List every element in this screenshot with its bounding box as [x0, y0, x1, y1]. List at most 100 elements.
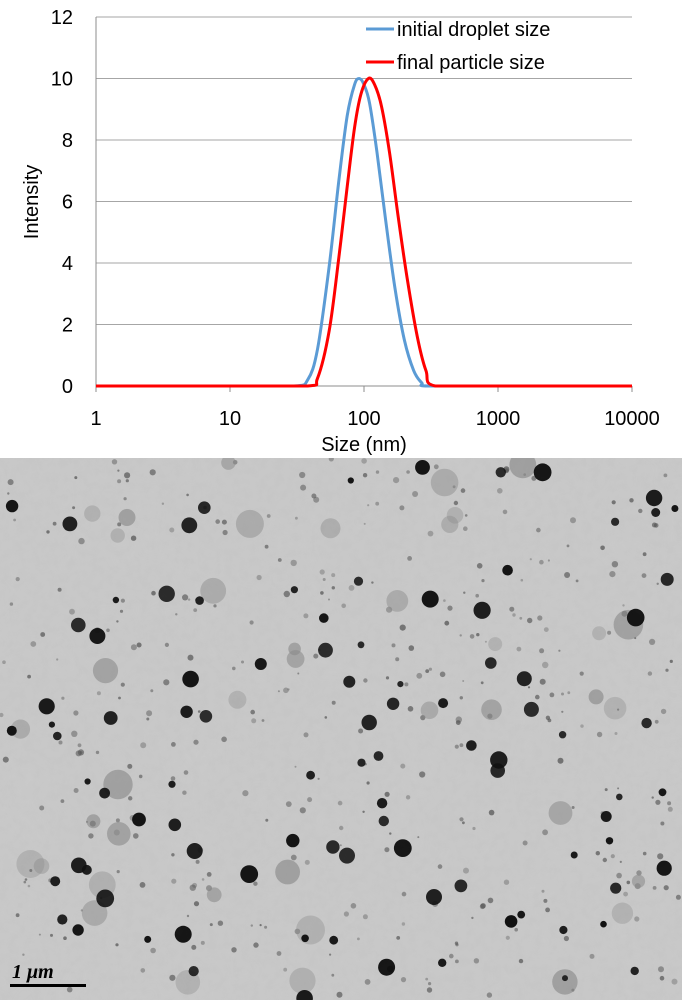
small-particle	[115, 943, 119, 947]
y-tick-label-4: 4	[62, 253, 73, 275]
small-particle	[283, 590, 290, 598]
small-particle	[79, 751, 83, 754]
small-particle	[40, 632, 46, 637]
small-particle	[9, 602, 14, 606]
grey-particle	[509, 458, 537, 479]
small-particle	[566, 544, 570, 548]
dark-particle	[558, 731, 567, 739]
dark-particle	[361, 714, 377, 731]
small-particle	[527, 686, 531, 689]
small-particle	[146, 717, 150, 721]
small-particle	[459, 696, 463, 700]
small-particle	[276, 951, 282, 956]
dark-particle	[495, 467, 506, 478]
small-particle	[462, 680, 465, 682]
size-distribution-chart: 0 2 4 6 8 10 12 1 10 100 1000 10000 Size (nm) Inten…	[0, 0, 682, 458]
gridlines	[96, 16, 632, 325]
small-particle	[195, 859, 200, 864]
small-particle	[261, 719, 265, 722]
dark-particle	[516, 671, 532, 687]
axes	[95, 17, 633, 392]
small-particle	[200, 940, 205, 945]
small-particle	[619, 860, 622, 863]
small-particle	[27, 674, 31, 679]
small-particle	[362, 914, 368, 920]
small-particle	[242, 790, 249, 797]
small-particle	[56, 658, 59, 661]
small-particle	[193, 901, 200, 907]
small-particle	[667, 806, 673, 812]
small-particle	[384, 791, 390, 797]
small-particle	[2, 660, 6, 664]
small-particle	[425, 669, 430, 673]
dark-particle	[421, 590, 439, 608]
small-particle	[543, 898, 548, 903]
small-particle	[488, 809, 495, 816]
small-particle	[249, 620, 254, 625]
small-particle	[311, 493, 317, 499]
small-particle	[455, 720, 461, 725]
small-particle	[542, 829, 548, 836]
dark-particle	[671, 505, 679, 512]
small-particle	[444, 620, 450, 626]
small-particle	[595, 851, 600, 856]
small-particle	[290, 559, 297, 567]
small-particle	[655, 799, 661, 805]
dark-particle	[48, 721, 56, 728]
grey-particle	[588, 689, 604, 705]
dark-particle	[71, 617, 86, 633]
micrograph-texture-fine	[0, 458, 682, 1000]
grey-particle	[275, 859, 300, 885]
small-particle	[259, 924, 262, 927]
dark-particle	[438, 958, 447, 967]
dark-particle	[50, 876, 61, 887]
small-particle	[611, 500, 616, 505]
small-particle	[221, 736, 227, 743]
small-particle	[617, 708, 620, 711]
dark-particle	[386, 697, 400, 710]
dark-particle	[195, 596, 204, 605]
scale-bar: 1 μm	[10, 961, 86, 987]
grey-particle	[289, 967, 316, 994]
small-particle	[362, 473, 368, 478]
small-particle	[669, 659, 673, 663]
small-particle	[27, 884, 31, 888]
grey-particle	[611, 902, 634, 924]
dark-particle	[523, 701, 539, 717]
small-particle	[535, 694, 540, 700]
dark-particle	[144, 935, 152, 943]
small-particle	[449, 953, 454, 959]
dark-particle	[502, 564, 513, 576]
small-particle	[118, 696, 121, 700]
small-particle	[529, 558, 532, 561]
scale-bar-label: 1 μm	[12, 961, 54, 983]
small-particle	[437, 864, 443, 869]
small-particle	[638, 508, 643, 514]
small-particle	[642, 851, 647, 856]
small-particle	[527, 617, 533, 624]
small-particle	[660, 708, 667, 715]
dark-particle	[329, 935, 339, 945]
small-particle	[452, 485, 456, 489]
small-particle	[193, 739, 199, 745]
small-particle	[543, 627, 549, 632]
small-particle	[50, 933, 53, 937]
small-particle	[541, 889, 545, 893]
dark-particle	[353, 576, 364, 586]
small-particle	[480, 903, 486, 909]
dark-particle	[182, 670, 199, 688]
small-particle	[138, 774, 143, 779]
grey-particle	[288, 642, 301, 656]
small-particle	[15, 577, 20, 582]
small-particle	[663, 885, 669, 891]
small-particle	[509, 606, 515, 612]
small-particle	[522, 840, 528, 846]
small-particle	[58, 740, 63, 745]
small-particle	[150, 947, 156, 954]
small-particle	[665, 668, 669, 672]
dark-particle	[610, 882, 622, 894]
small-particle	[571, 806, 575, 809]
small-particle	[241, 660, 244, 664]
dark-particle	[198, 501, 211, 514]
y-tick-label-6: 6	[62, 192, 73, 214]
